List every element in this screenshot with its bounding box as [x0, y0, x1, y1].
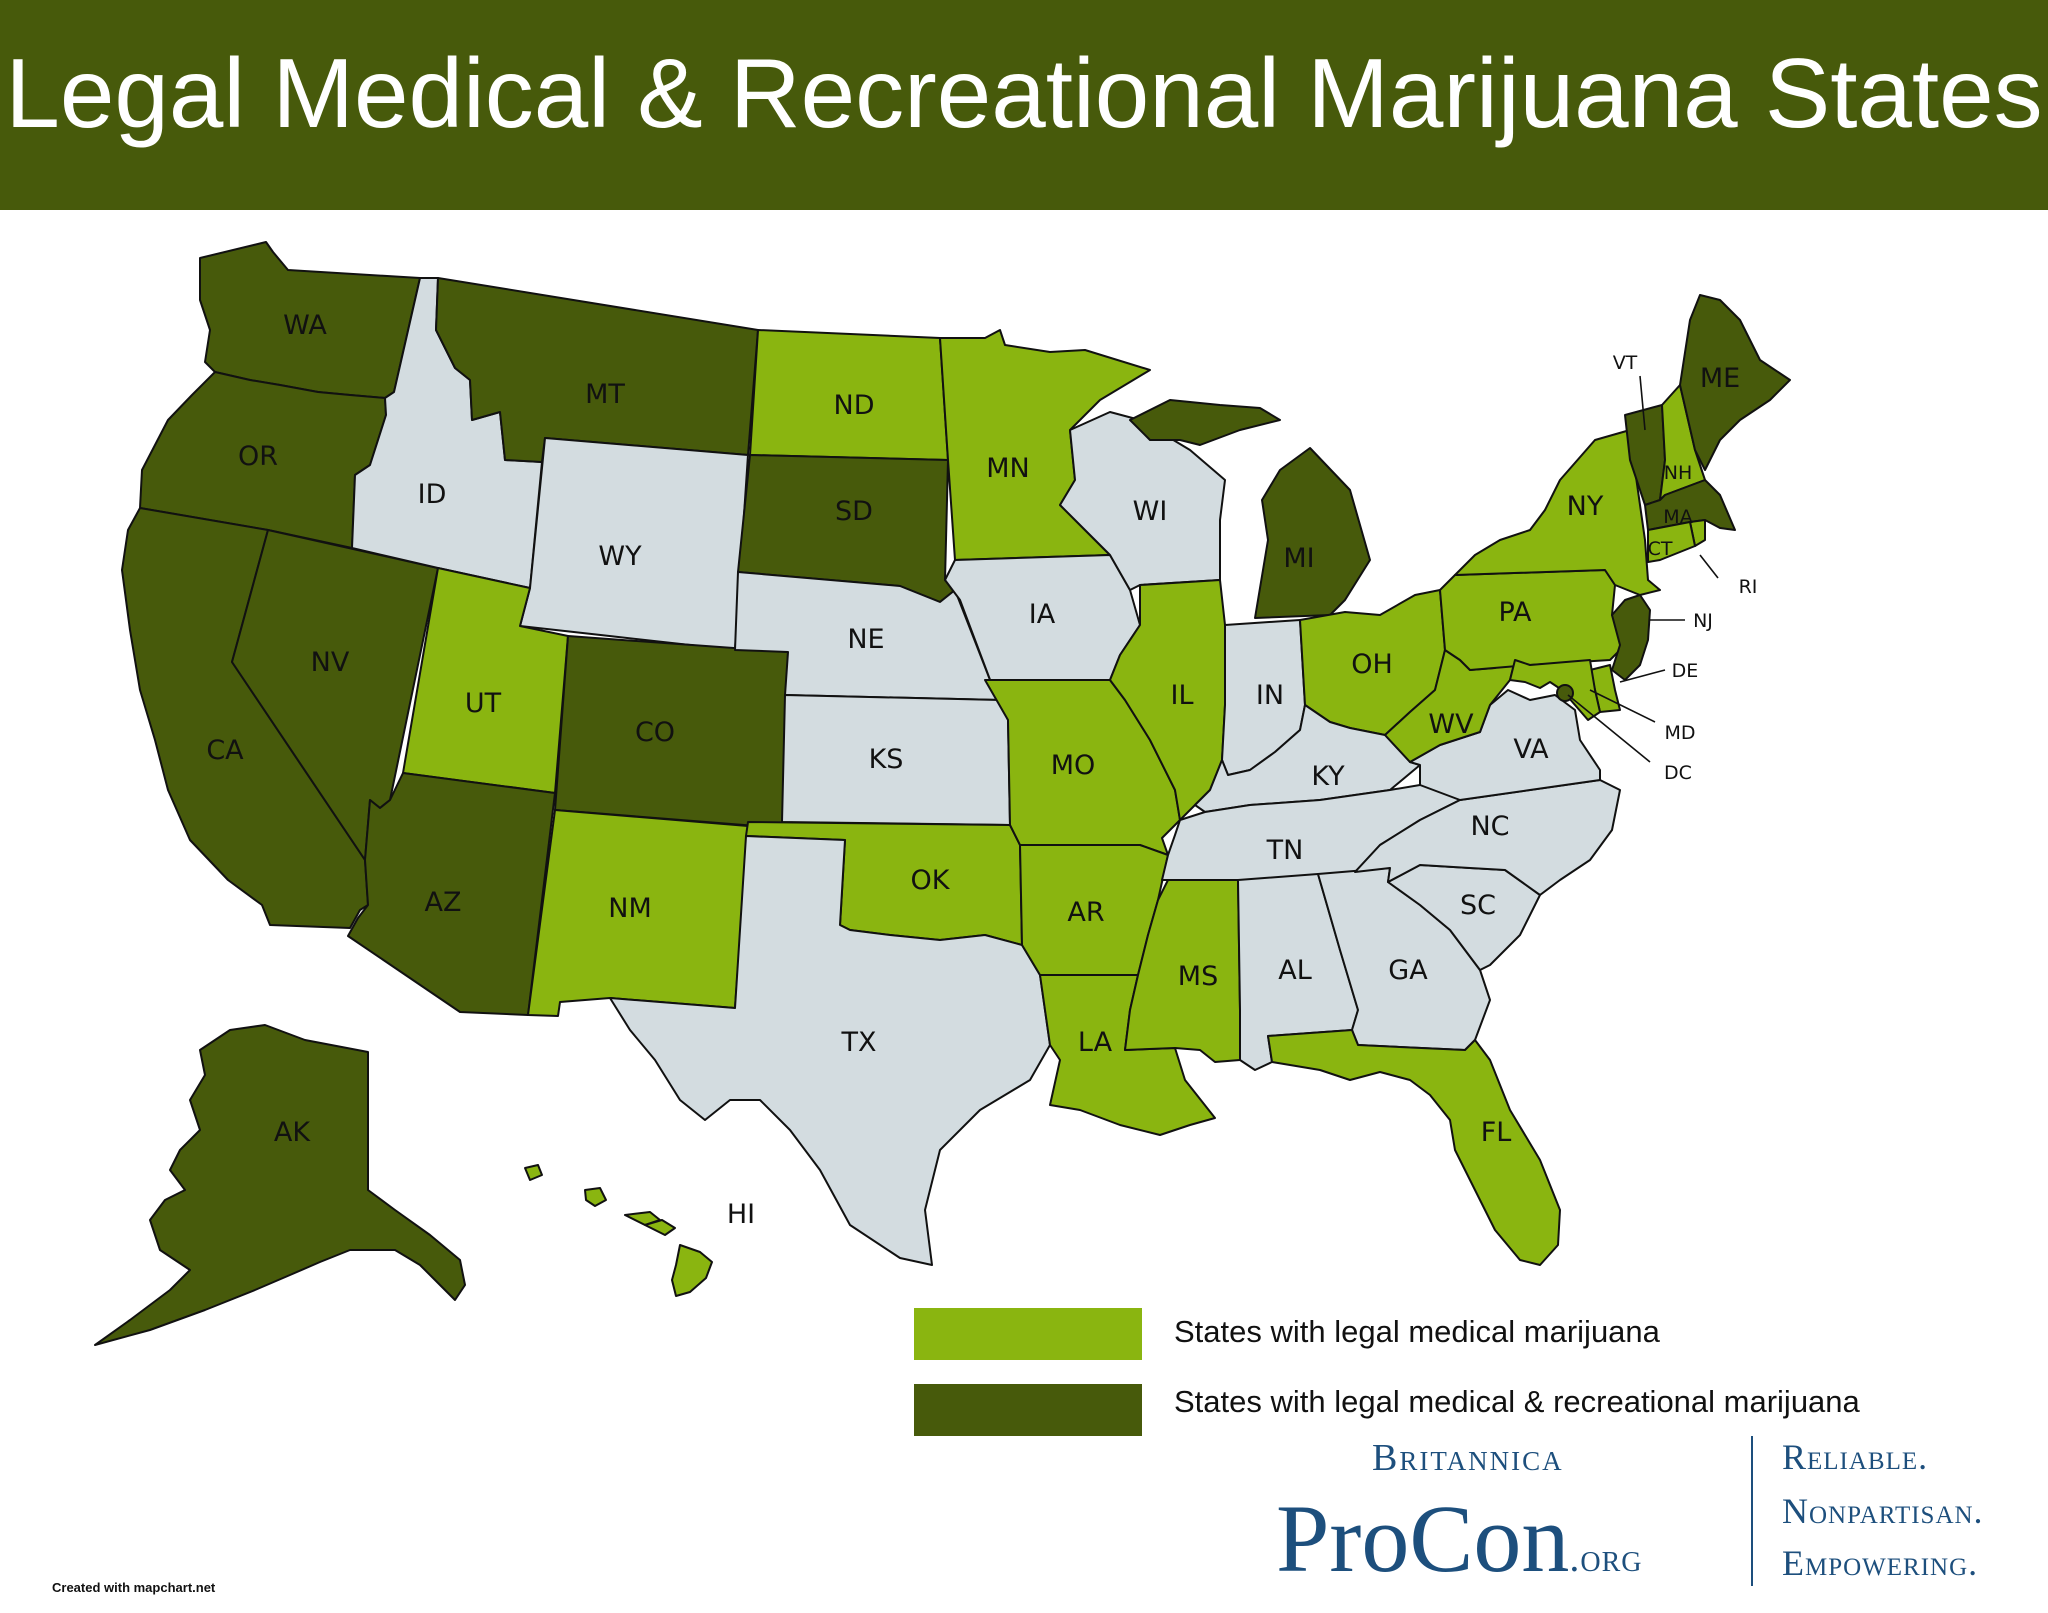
state-label-wi: WI: [1133, 496, 1168, 527]
state-label-la: LA: [1078, 1027, 1113, 1058]
state-ct[interactable]: [1647, 521, 1696, 563]
credit-text: Created with mapchart.net: [52, 1580, 216, 1595]
state-label-wv: WV: [1428, 709, 1474, 740]
state-label-md: MD: [1664, 722, 1695, 744]
state-label-az: AZ: [425, 887, 462, 918]
map-title: Legal Medical & Recreational Marijuana S…: [5, 38, 2043, 148]
legend-swatch-medical: [914, 1308, 1142, 1360]
state-label-nc: NC: [1470, 811, 1509, 842]
state-label-ga: GA: [1388, 955, 1428, 986]
state-label-nv: NV: [311, 647, 350, 678]
state-label-mo: MO: [1051, 750, 1096, 781]
state-label-id: ID: [418, 479, 447, 510]
state-nc[interactable]: [1354, 779, 1621, 896]
state-label-ct: CT: [1648, 538, 1673, 560]
state-label-nh: NH: [1664, 462, 1693, 484]
state-label-in: IN: [1256, 680, 1284, 711]
state-label-ca: CA: [206, 735, 244, 766]
state-label-nm: NM: [608, 893, 652, 924]
state-label-ne: NE: [847, 624, 884, 655]
state-label-or: OR: [238, 441, 278, 472]
state-label-ri: RI: [1739, 576, 1758, 598]
state-label-mi: MI: [1283, 543, 1314, 574]
state-labels: WA OR CA NV ID MT WY UT CO AZ NM ND SD NE KS OK TX MN IA MO…: [206, 310, 1757, 1230]
state-label-sd: SD: [835, 496, 873, 527]
logo-procon: ProCon.org: [1276, 1484, 1643, 1613]
state-label-ky: KY: [1311, 761, 1345, 792]
state-label-me: ME: [1700, 363, 1740, 394]
logo-tagline-2: Nonpartisan.: [1782, 1491, 1984, 1531]
state-ak[interactable]: [94, 1024, 466, 1346]
state-label-tx: TX: [841, 1027, 877, 1058]
title-banner: Legal Medical & Recreational Marijuana S…: [0, 0, 2048, 210]
state-label-ak: AK: [274, 1117, 311, 1148]
state-label-fl: FL: [1481, 1117, 1512, 1148]
state-label-ms: MS: [1178, 961, 1218, 992]
state-label-va: VA: [1513, 734, 1549, 765]
logo-tagline-3: Empowering.: [1782, 1543, 1979, 1583]
state-fl[interactable]: [1267, 1029, 1561, 1266]
label-leader-lines: [1567, 375, 1719, 763]
state-label-ok: OK: [911, 865, 951, 896]
state-tx[interactable]: [609, 835, 1051, 1266]
state-pa[interactable]: [1439, 569, 1626, 671]
logo-tagline-1: Reliable.: [1782, 1437, 1929, 1477]
state-label-ma: MA: [1663, 506, 1692, 528]
state-label-sc: SC: [1460, 890, 1496, 921]
state-label-oh: OH: [1351, 649, 1393, 680]
state-label-pa: PA: [1498, 597, 1532, 628]
state-label-de: DE: [1672, 660, 1699, 682]
state-dc[interactable]: [1556, 684, 1574, 702]
logo-divider: [1751, 1436, 1753, 1586]
state-label-wa: WA: [283, 310, 327, 341]
state-label-tn: TN: [1266, 835, 1304, 866]
state-label-co: CO: [635, 717, 675, 748]
state-label-nd: ND: [834, 390, 875, 421]
logo-procon-name: ProCon: [1276, 1485, 1570, 1592]
state-label-nj: NJ: [1693, 610, 1713, 632]
legend-label-recreational: States with legal medical & recreational…: [1174, 1384, 1860, 1419]
state-label-il: IL: [1170, 680, 1193, 711]
state-label-hi: HI: [727, 1199, 755, 1230]
state-label-ks: KS: [869, 744, 904, 775]
state-label-dc: DC: [1664, 762, 1692, 784]
state-hi[interactable]: [524, 1164, 713, 1297]
legend-label-medical: States with legal medical marijuana: [1174, 1314, 1660, 1349]
state-me[interactable]: [1679, 294, 1791, 471]
state-mi[interactable]: [1129, 399, 1371, 619]
state-label-ut: UT: [465, 688, 502, 719]
logo-britannica: Britannica: [1372, 1437, 1564, 1479]
state-label-ar: AR: [1067, 897, 1104, 928]
logo-procon-suffix: .org: [1569, 1535, 1643, 1580]
state-mt[interactable]: [435, 277, 759, 463]
state-label-mt: MT: [585, 379, 625, 410]
state-label-vt: VT: [1613, 352, 1638, 374]
state-md[interactable]: [1509, 659, 1601, 721]
state-wy[interactable]: [519, 437, 749, 651]
state-label-wy: WY: [598, 541, 642, 572]
state-label-al: AL: [1278, 955, 1312, 986]
state-label-mn: MN: [986, 453, 1030, 484]
legend-swatch-recreational: [914, 1384, 1142, 1436]
state-nj[interactable]: [1611, 594, 1651, 681]
state-label-ia: IA: [1029, 599, 1056, 630]
state-label-ny: NY: [1567, 491, 1604, 522]
